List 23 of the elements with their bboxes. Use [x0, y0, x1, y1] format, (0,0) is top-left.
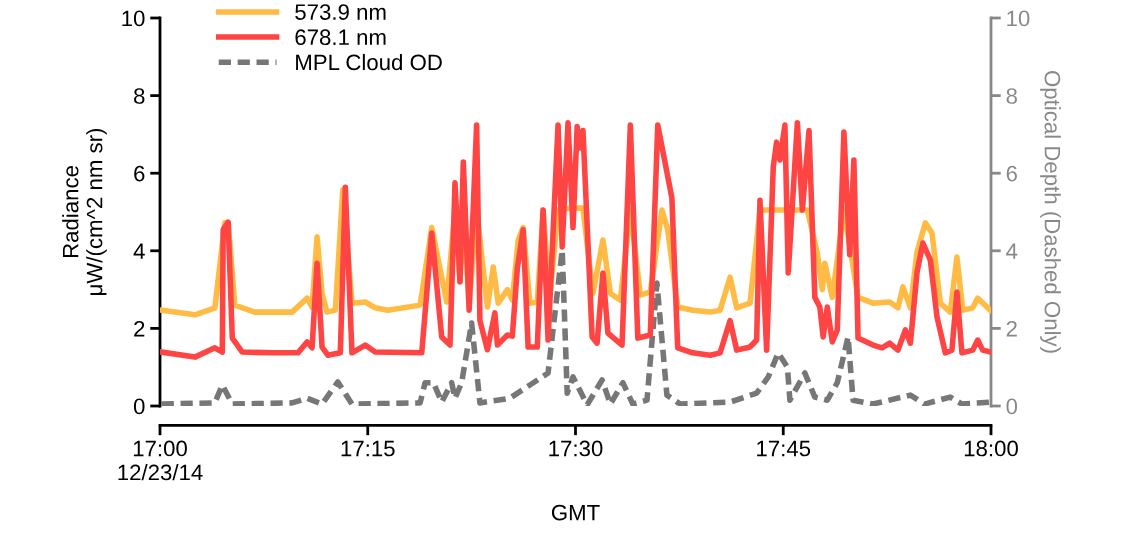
y2-tick-label: 8 [1006, 88, 1017, 104]
y-tick-label: 6 [134, 165, 145, 182]
legend-label: 573.9 nm [295, 4, 386, 20]
y-tick-label: 10 [122, 10, 145, 27]
y-tick-label: 0 [133, 398, 145, 415]
y2-tick-label: 10 [1007, 10, 1030, 27]
y-axis-title: Radiance μW/(cm^2 nm sr) [62, 128, 107, 295]
y2-tick-label: 2 [1006, 320, 1017, 337]
y2-tick-label: 6 [1006, 165, 1017, 182]
x-tick-label: 18:00 [964, 440, 1018, 457]
y-tick-label: 2 [134, 320, 145, 337]
y2-tick-label: 4 [1006, 243, 1018, 259]
x-tick-label: 17:30 [549, 440, 603, 457]
y-tick-label: 8 [134, 88, 145, 104]
legend-label: 678.1 nm [295, 29, 386, 46]
y2-tick-label: 0 [1006, 398, 1018, 415]
x-tick-label: 17:15 [341, 440, 395, 457]
y-tick-label: 4 [133, 243, 145, 259]
y2-axis-title: Optical Depth (Dashed Only) [1040, 71, 1061, 353]
x-axis-title: GMT [551, 504, 600, 521]
legend-label: MPL Cloud OD [296, 53, 442, 71]
x-tick-label: 17:00 12/23/14 [118, 440, 203, 481]
x-tick-label: 17:45 [757, 440, 811, 457]
